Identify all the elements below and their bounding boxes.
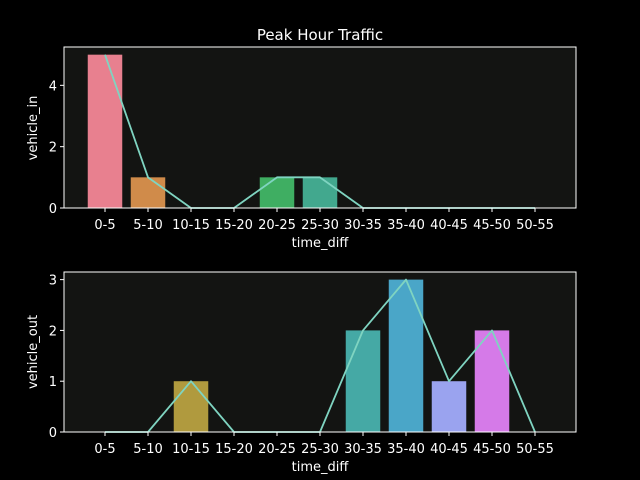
bottom-x-tick-label: 15-20 — [215, 442, 253, 457]
bottom-x-tick-label: 0-5 — [94, 442, 115, 457]
top-subplot: 0-5 5-10 10-15 15-20 20-25 25-30 30-35 35-40 40-… — [26, 46, 577, 251]
top-bars — [87, 54, 338, 208]
top-bar-20-25 — [259, 177, 295, 208]
top-bar-25-30 — [302, 177, 338, 208]
bottom-y-tick-label: 3 — [49, 274, 57, 289]
top-y-ticks: 0 2 4 — [49, 79, 64, 217]
bottom-x-tick-label: 5-10 — [133, 442, 163, 457]
bottom-bar-10-15 — [173, 381, 209, 432]
bottom-x-tick-label: 40-45 — [430, 442, 468, 457]
top-x-tick-label: 40-45 — [430, 218, 468, 233]
top-x-tick-label: 45-50 — [473, 218, 511, 233]
top-x-tick-label: 5-10 — [133, 218, 163, 233]
bottom-x-tick-label: 25-30 — [301, 442, 339, 457]
top-x-tick-label: 30-35 — [344, 218, 382, 233]
bottom-bar-40-45 — [431, 381, 467, 432]
bottom-y-axis-label: vehicle_out — [26, 315, 41, 389]
top-x-tick-label: 25-30 — [301, 218, 339, 233]
top-y-tick-label: 0 — [49, 202, 57, 217]
bottom-subplot: 0-5 5-10 10-15 15-20 20-25 25-30 30-35 35-40 40-… — [26, 271, 577, 475]
top-x-tick-label: 20-25 — [258, 218, 296, 233]
bottom-x-tick-label: 45-50 — [473, 442, 511, 457]
bottom-x-tick-label: 10-15 — [172, 442, 210, 457]
top-x-tick-label: 10-15 — [172, 218, 210, 233]
bottom-x-tick-label: 30-35 — [344, 442, 382, 457]
top-bar-5-10 — [130, 177, 166, 208]
top-x-tick-label: 50-55 — [516, 218, 554, 233]
bottom-x-tick-label: 50-55 — [516, 442, 554, 457]
bottom-y-tick-label: 2 — [49, 324, 57, 339]
bottom-x-tick-label: 35-40 — [387, 442, 425, 457]
top-bar-0-5 — [87, 54, 123, 208]
top-x-axis-label: time_diff — [292, 236, 350, 251]
bottom-bar-45-50 — [474, 330, 510, 432]
top-x-tick-label: 15-20 — [215, 218, 253, 233]
bottom-y-tick-label: 1 — [49, 375, 57, 390]
bottom-x-axis-label: time_diff — [292, 460, 350, 475]
top-x-tick-label: 0-5 — [94, 218, 115, 233]
top-y-axis-label: vehicle_in — [26, 96, 41, 161]
top-x-ticks: 0-5 5-10 10-15 15-20 20-25 25-30 30-35 35-40 40-… — [94, 208, 554, 233]
bottom-y-tick-label: 0 — [49, 426, 57, 441]
top-y-tick-label: 2 — [49, 141, 57, 156]
bottom-bar-35-40 — [388, 279, 424, 432]
bottom-x-tick-label: 20-25 — [258, 442, 296, 457]
bottom-bar-30-35 — [345, 330, 381, 432]
top-x-tick-label: 35-40 — [387, 218, 425, 233]
top-y-tick-label: 4 — [49, 79, 57, 94]
bottom-x-ticks: 0-5 5-10 10-15 15-20 20-25 25-30 30-35 35-40 40-… — [94, 432, 554, 457]
bottom-y-ticks: 0 1 2 3 — [49, 274, 64, 441]
chart-title: Peak Hour Traffic — [257, 26, 383, 44]
